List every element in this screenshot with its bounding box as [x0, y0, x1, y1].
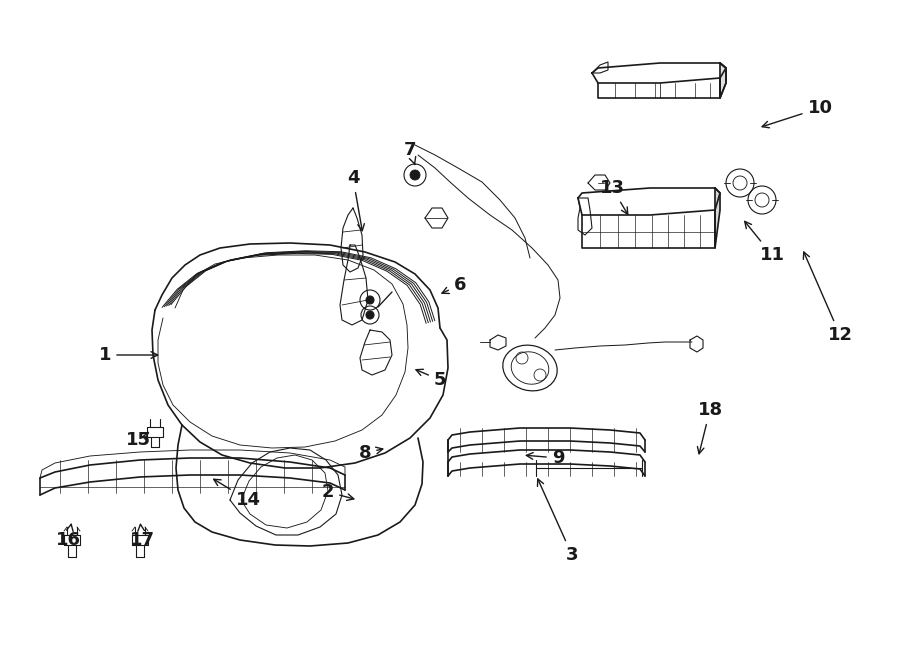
Text: 8: 8: [359, 444, 382, 462]
Text: 11: 11: [744, 221, 785, 264]
Text: 2: 2: [322, 483, 354, 501]
Text: 17: 17: [130, 524, 155, 549]
Text: 3: 3: [537, 479, 578, 564]
Text: 18: 18: [698, 401, 723, 454]
Text: 15: 15: [125, 431, 150, 449]
Circle shape: [366, 296, 374, 304]
Text: 13: 13: [599, 179, 628, 214]
Text: 12: 12: [804, 252, 852, 344]
Text: 6: 6: [442, 276, 466, 294]
Text: 16: 16: [56, 524, 80, 549]
Circle shape: [410, 170, 420, 180]
Circle shape: [366, 311, 374, 319]
Text: 7: 7: [404, 141, 416, 165]
Text: 4: 4: [346, 169, 364, 231]
Text: 10: 10: [762, 99, 832, 128]
Text: 5: 5: [416, 369, 446, 389]
Polygon shape: [720, 63, 726, 98]
Text: 14: 14: [213, 479, 260, 509]
Text: 9: 9: [526, 449, 564, 467]
Polygon shape: [715, 188, 720, 248]
Polygon shape: [592, 63, 726, 83]
Polygon shape: [578, 188, 720, 215]
Text: 1: 1: [99, 346, 158, 364]
